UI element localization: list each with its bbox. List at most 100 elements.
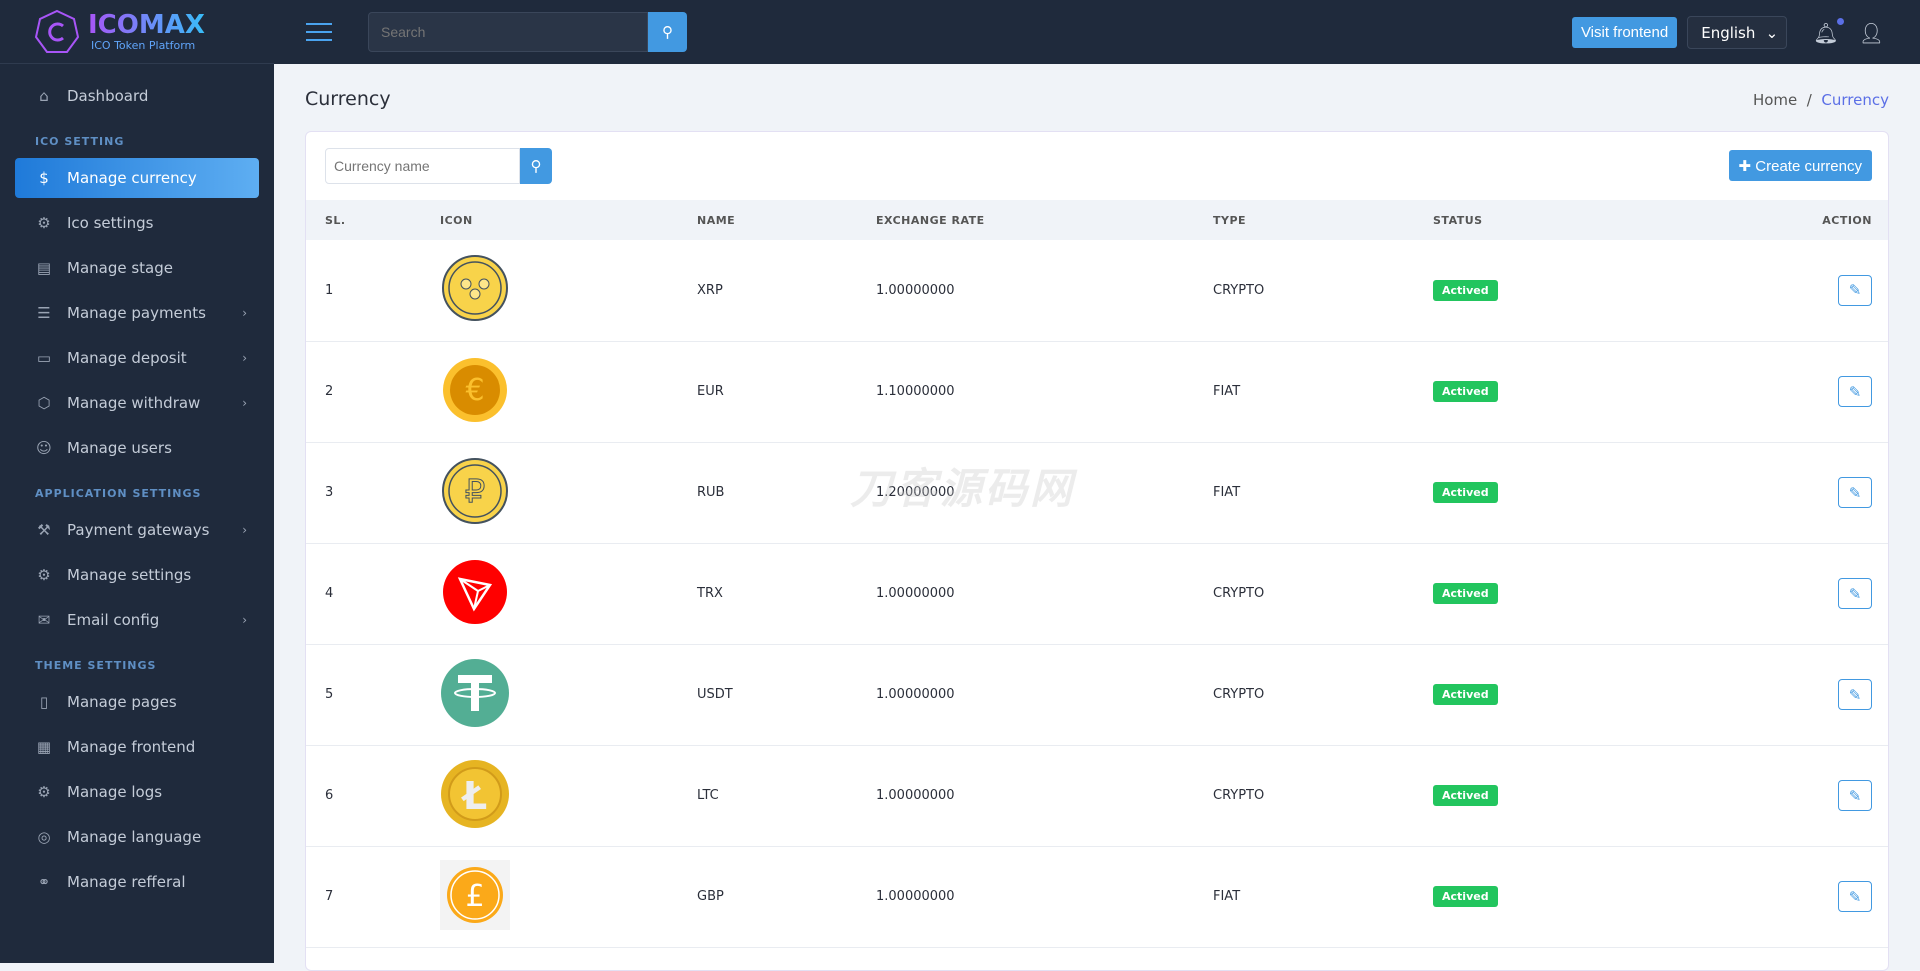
cell-status: Actived [1433, 745, 1659, 847]
sidebar-item-label: Manage logs [67, 783, 163, 801]
col-action: ACTION [1658, 200, 1888, 240]
cell-name: GBP [697, 846, 876, 948]
cell-sl: 6 [306, 745, 440, 847]
link-icon: ⚭ [37, 873, 51, 891]
tron-coin-icon [443, 559, 507, 624]
list-icon: ☰ [37, 304, 51, 322]
sidebar-item-email-config[interactable]: ✉ Email config › [15, 600, 259, 640]
sidebar-item-manage-users[interactable]: ☺ Manage users [15, 428, 259, 468]
litecoin-coin-icon: Ł [441, 759, 509, 828]
user-icon: ☺ [36, 439, 52, 457]
col-status: STATUS [1433, 200, 1659, 240]
brand-tagline: ICO Token Platform [91, 39, 196, 52]
edit-icon: ✎ [1848, 282, 1862, 300]
edit-icon: ✎ [1848, 686, 1862, 704]
sidebar-item-label: Manage payments [67, 304, 206, 322]
cell-type: FIAT [1213, 846, 1433, 948]
sidebar-item-manage-settings[interactable]: ⚙ Manage settings [15, 555, 259, 595]
sidebar-item-ico-settings[interactable]: ⚙ Ico settings [15, 203, 259, 243]
search-button[interactable]: ⚲ [648, 12, 687, 52]
edit-button[interactable]: ✎ [1838, 578, 1872, 609]
cell-name: LTC [697, 745, 876, 847]
sidebar-item-manage-frontend[interactable]: ▦ Manage frontend [15, 727, 259, 767]
status-badge: Actived [1433, 886, 1498, 907]
cell-exchange-rate: 1.00000000 [876, 745, 1213, 847]
currency-name-input[interactable] [325, 148, 520, 184]
cell-exchange-rate: 1.00000000 [876, 644, 1213, 746]
search-icon: ⚲ [662, 24, 673, 41]
edit-button[interactable]: ✎ [1838, 780, 1872, 811]
cell-status: Actived [1433, 543, 1659, 645]
sidebar-item-label: Manage stage [67, 259, 173, 277]
gear-icon: ⚙ [37, 783, 51, 801]
edit-button[interactable]: ✎ [1838, 679, 1872, 710]
cell-status: Actived [1433, 240, 1659, 342]
chevron-right-icon: › [242, 523, 247, 537]
currency-search: ⚲ [325, 148, 552, 184]
sidebar-item-manage-logs[interactable]: ⚙ Manage logs [15, 772, 259, 812]
sidebar-item-dashboard[interactable]: ⌂ Dashboard [15, 76, 259, 116]
breadcrumb-current: Currency [1821, 91, 1889, 109]
tether-coin-icon [441, 658, 509, 727]
chevron-right-icon: › [242, 396, 247, 410]
sidebar-item-manage-stage[interactable]: ▤ Manage stage [15, 248, 259, 288]
cell-icon: Ł [440, 745, 697, 847]
watermark: 刀客源码网 [850, 464, 1076, 513]
language-select[interactable]: English ⌄ [1687, 16, 1788, 49]
menu-toggle-icon[interactable] [306, 23, 332, 41]
cell-action: ✎ [1658, 442, 1888, 544]
edit-button[interactable]: ✎ [1838, 881, 1872, 912]
brand-logo[interactable]: ICOMAX ICO Token Platform [0, 0, 274, 64]
cell-status: Actived [1433, 341, 1659, 443]
edit-button[interactable]: ✎ [1838, 477, 1872, 508]
sidebar-item-label: Email config [67, 611, 160, 629]
sidebar-item-label: Ico settings [67, 214, 154, 232]
search-input[interactable] [368, 12, 648, 52]
cell-sl: 3 [306, 442, 440, 544]
sidebar-item-manage-language[interactable]: ◎ Manage language [15, 817, 259, 857]
bell-icon[interactable]: 🔔︎ [1813, 17, 1844, 45]
cell-sl: 7 [306, 846, 440, 948]
col-type: TYPE [1213, 200, 1433, 240]
visit-frontend-button[interactable]: Visit frontend [1571, 17, 1678, 48]
table-row: 3 ₽ RUB 1.20000000 FIAT Actived ✎ [306, 442, 1888, 544]
edit-button[interactable]: ✎ [1838, 274, 1872, 306]
sidebar-item-label: Manage pages [67, 693, 177, 711]
sidebar-item-payment-gateways[interactable]: ⚒ Payment gateways › [15, 510, 259, 550]
breadcrumb-home[interactable]: Home [1752, 91, 1798, 109]
gear-icon: ⚙ [37, 214, 51, 232]
gear-icon: ⚙ [37, 566, 51, 584]
cell-action: ✎ [1658, 846, 1888, 948]
cell-name: USDT [697, 644, 876, 746]
wrench-icon: ⚒ [37, 521, 51, 539]
status-badge: Actived [1433, 684, 1498, 705]
sidebar-item-manage-pages[interactable]: ▯ Manage pages [15, 682, 259, 722]
sidebar: ICOMAX ICO Token Platform ⌂ Dashboard ICO … [0, 0, 274, 963]
notification-dot [1836, 17, 1844, 25]
cell-status: Actived [1433, 644, 1659, 746]
cell-icon: ₽ [440, 442, 697, 544]
cell-type: CRYPTO [1213, 240, 1433, 342]
currency-search-button[interactable]: ⚲ [520, 148, 552, 184]
edit-button[interactable]: ✎ [1838, 376, 1872, 407]
table-row: 2 € EUR 1.10000000 FIAT Actived ✎ [306, 341, 1888, 443]
table-row: 4 TRX 1.00000000 CRYPTO Actived ✎ [306, 543, 1888, 645]
table-row: 6 Ł LTC 1.00000000 CRYPTO Actived ✎ [306, 745, 1888, 847]
sidebar-item-label: Dashboard [67, 87, 149, 105]
sidebar-item-manage-payments[interactable]: ☰ Manage payments › [15, 293, 259, 333]
cell-action: ✎ [1658, 644, 1888, 746]
sidebar-item-manage-refferal[interactable]: ⚭ Manage refferal [15, 862, 259, 902]
table-row: 7 £ GBP 1.00000000 FIAT Actived ✎ [306, 846, 1888, 948]
sidebar-item-manage-withdraw[interactable]: ⬡ Manage withdraw › [15, 383, 259, 423]
create-currency-button[interactable]: ✚ Create currency [1728, 150, 1872, 181]
create-currency-label: Create currency [1755, 157, 1862, 175]
edit-icon: ✎ [1848, 787, 1862, 805]
cell-action: ✎ [1658, 745, 1888, 847]
sidebar-item-manage-deposit[interactable]: ▭ Manage deposit › [15, 338, 259, 378]
cell-status: Actived [1433, 846, 1659, 948]
cell-icon: € [440, 341, 697, 443]
user-icon[interactable]: 👤︎ [1858, 20, 1884, 45]
sidebar-item-manage-currency[interactable]: $ Manage currency [15, 158, 259, 198]
sidebar-item-label: Manage refferal [67, 873, 186, 891]
cell-exchange-rate: 1.00000000 [876, 543, 1213, 645]
